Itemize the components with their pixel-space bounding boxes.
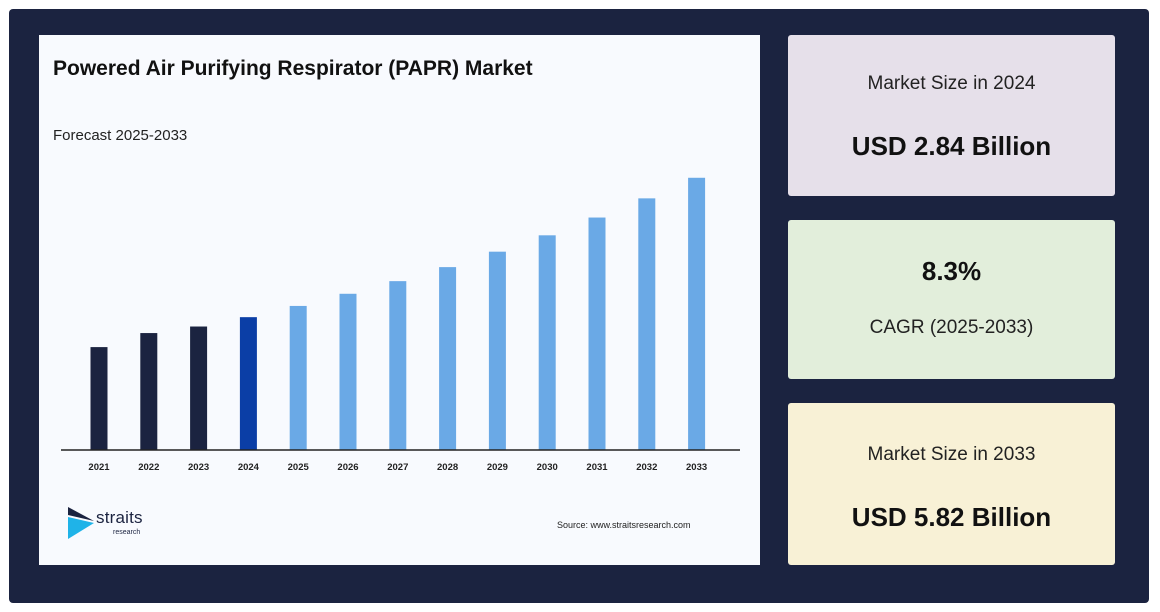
bar-2026 [339, 293, 357, 450]
bar-2033 [688, 177, 706, 450]
x-tick-label: 2022 [138, 462, 159, 473]
x-tick-label: 2030 [537, 462, 558, 473]
bar-chart: 2021 2022 2023 2024 2025 2026 2027 2028 2029 2030… [61, 177, 740, 473]
bar-2032 [638, 198, 656, 450]
card-label: Market Size in 2024 [867, 73, 1036, 94]
bar-2023 [190, 326, 208, 450]
chart-panel: Powered Air Purifying Respirator (PAPR) … [39, 35, 760, 565]
card-value: 8.3% [921, 256, 982, 286]
market-size-2024-card: Market Size in 2024 USD 2.84 Billion [788, 35, 1115, 196]
logo-wordmark: straits [96, 508, 143, 527]
x-tick-label: 2031 [586, 462, 608, 473]
x-tick-label: 2025 [288, 462, 310, 473]
bar-2021 [90, 347, 108, 450]
market-size-2033-card: Market Size in 2033 USD 5.82 Billion [788, 403, 1115, 565]
bar-2031 [588, 217, 606, 450]
bar-2022 [140, 333, 158, 450]
bar-2028 [439, 267, 457, 450]
x-tick-label: 2027 [387, 462, 408, 473]
cagr-card: 8.3% CAGR (2025-2033) [788, 220, 1115, 379]
chart-title: Powered Air Purifying Respirator (PAPR) … [53, 57, 533, 80]
x-tick-label: 2033 [686, 462, 707, 473]
straits-logo: straits research [66, 505, 166, 545]
x-tick-label: 2032 [636, 462, 657, 473]
chart-subtitle: Forecast 2025-2033 [53, 127, 188, 144]
logo-subtext: research [113, 529, 141, 536]
bar-2030 [538, 235, 556, 450]
bar-2027 [389, 281, 407, 450]
card-value: USD 5.82 Billion [851, 502, 1052, 532]
x-tick-label: 2028 [437, 462, 458, 473]
source-note: Source: www.straitsresearch.com [557, 520, 691, 530]
x-tick-label: 2024 [238, 462, 260, 473]
bar-2025 [289, 305, 307, 450]
bar-2029 [488, 251, 506, 450]
x-tick-label: 2029 [487, 462, 508, 473]
x-tick-label: 2026 [337, 462, 358, 473]
x-tick-label: 2023 [188, 462, 209, 473]
card-value: USD 2.84 Billion [851, 131, 1052, 161]
bar-2024 [239, 317, 257, 450]
logo-mark-icon [68, 507, 94, 539]
x-tick-label: 2021 [88, 462, 110, 473]
card-label: CAGR (2025-2033) [869, 317, 1034, 338]
card-label: Market Size in 2033 [867, 444, 1036, 465]
